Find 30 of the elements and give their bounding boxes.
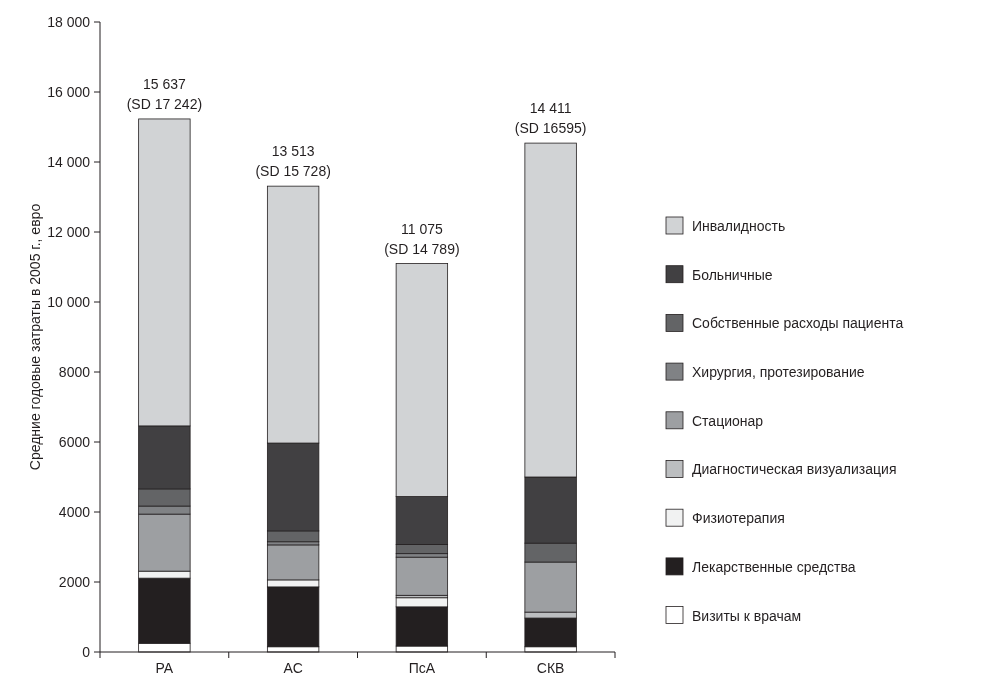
y-tick-label: 12 000 [47, 223, 91, 240]
y-tick-label: 2000 [58, 573, 91, 590]
annotation: 13 513 (SD 15 728) [255, 143, 331, 180]
x-tick-label: ПсА [408, 660, 436, 676]
y-tick-label: 18 000 [47, 13, 91, 30]
legend-label: Визиты к врачам [692, 607, 802, 624]
annotation: 15 637 (SD 17 242) [126, 75, 203, 112]
y-axis-title: Средние годовые затраты в 2005 г., евро [27, 203, 43, 471]
y-tick-label: 10 000 [47, 293, 91, 310]
legend-label: Стационар [692, 412, 764, 429]
legend-label: Больничные [692, 266, 773, 283]
legend-label: Лекарственные средства [692, 558, 856, 575]
legend-label: Физиотерапия [692, 510, 785, 527]
bar [524, 617, 577, 648]
bar [395, 556, 449, 596]
y-tick-label: 8000 [58, 363, 91, 380]
y-tick-label: 16 000 [47, 83, 91, 100]
x-tick-label: СКВ [536, 660, 565, 676]
x-tick-label: AC [283, 660, 303, 676]
annotation: 11 075 (SD 14 789) [384, 220, 460, 257]
y-tick-label: 6000 [58, 433, 91, 450]
annotation: 14 411 (SD 16595) [514, 100, 587, 137]
legend-label: Собственные расходы пациента [692, 315, 904, 332]
legend-label: Хирургия, протезирование [692, 364, 865, 380]
legend-label: Инвалидность [692, 217, 786, 234]
x-tick-label: PA [155, 660, 174, 676]
y-tick-label: 0 [82, 643, 91, 660]
legend-label: Диагностическая визуализация [692, 461, 897, 478]
y-tick-label: 4000 [58, 503, 91, 520]
y-tick-label: 14 000 [47, 153, 91, 170]
